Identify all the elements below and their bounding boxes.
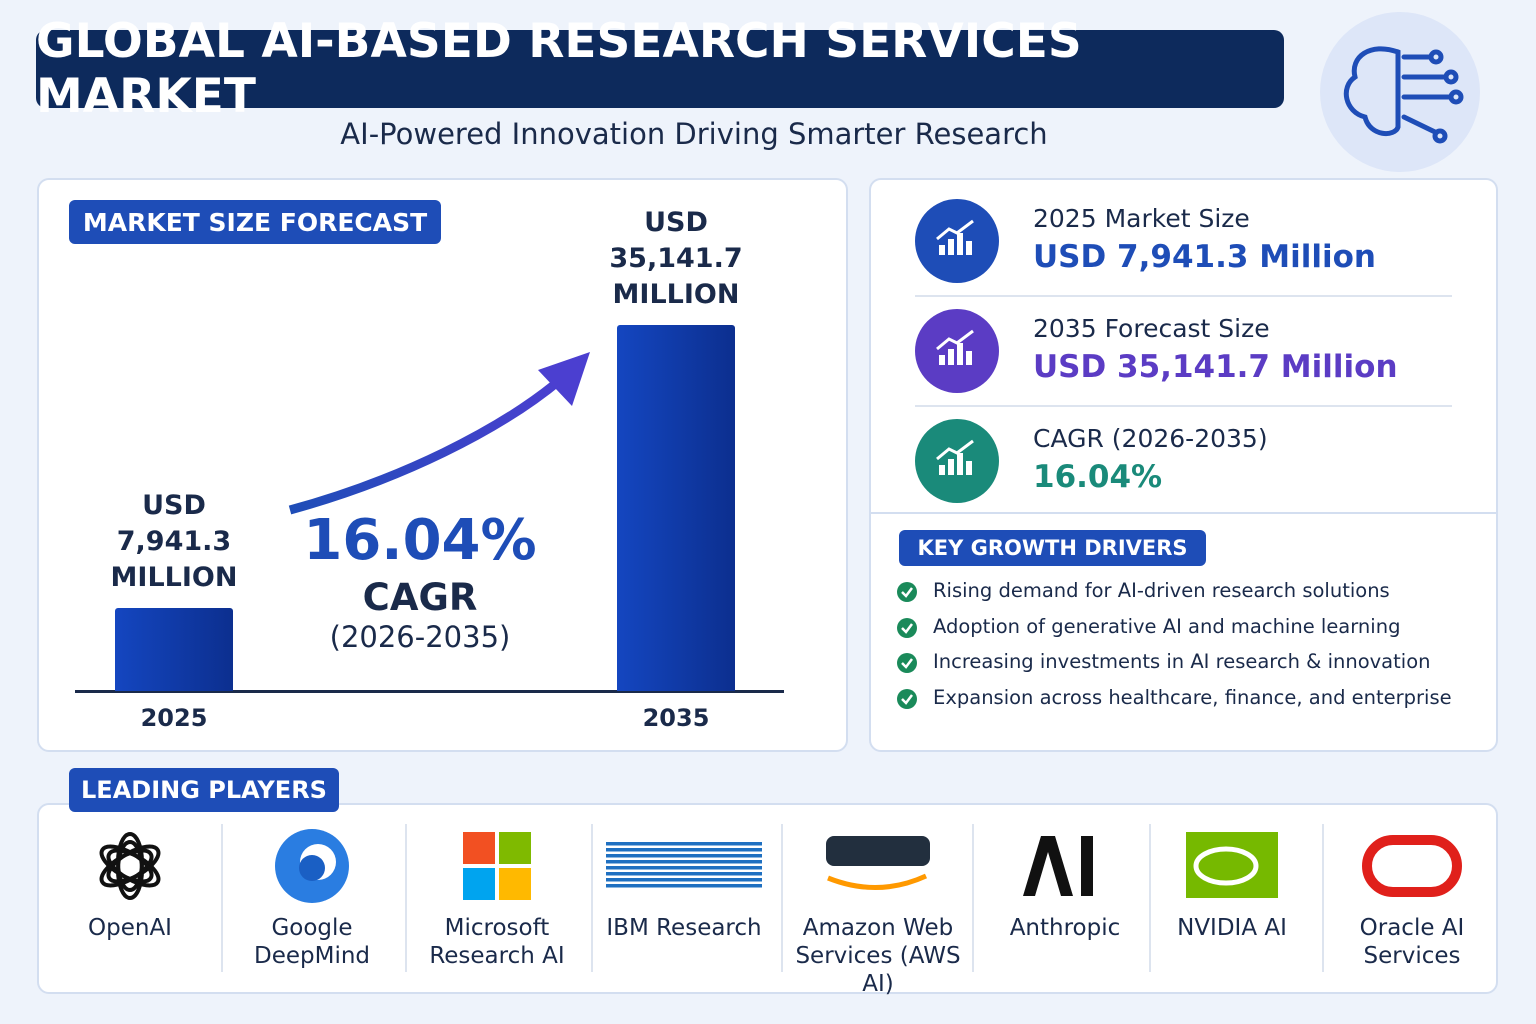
brain-icon: [1320, 12, 1480, 172]
cagr-label: CAGR: [362, 576, 478, 619]
column-separator: [1148, 824, 1151, 972]
cagr-period: (2026-2035): [329, 620, 511, 654]
kpi-value: 16.04%: [1033, 459, 1163, 495]
kpi-label: CAGR (2026-2035): [1033, 424, 1268, 453]
check-icon: [897, 617, 917, 638]
value-label: USD 35,141.7 MILLION: [609, 207, 743, 310]
driver-text: Adoption of generative AI and machine le…: [933, 614, 1401, 638]
column-separator: [404, 824, 407, 972]
cagr-value: 16.04%: [303, 508, 537, 573]
player-logo: [606, 826, 762, 906]
divider: [871, 512, 1496, 514]
driver-text: Increasing investments in AI research & …: [933, 650, 1431, 673]
column-separator: [590, 824, 593, 972]
player-logo: [272, 826, 352, 906]
kpi-icon: [915, 199, 999, 283]
kpi-value: USD 7,941.3 Million: [1033, 239, 1376, 275]
column-separator: [221, 824, 223, 972]
player-logo: [1023, 826, 1105, 906]
subtitle: AI-Powered Innovation Driving Smarter Re…: [340, 117, 1048, 151]
player-name: Amazon Web Services (AWS AI): [795, 915, 961, 997]
check-icon: [897, 582, 917, 602]
player-name: Google DeepMind: [253, 915, 371, 969]
column-separator: [781, 824, 783, 972]
check-icon: [897, 688, 917, 709]
section-badge: MARKET SIZE FORECAST: [69, 200, 441, 244]
kpi-label: 2035 Forecast Size: [1033, 314, 1270, 343]
value-label: USD 7,941.3 MILLION: [110, 490, 238, 594]
title-bar: GLOBAL AI-BASED RESEARCH SERVICES MARKET: [36, 14, 1284, 124]
baseline: [75, 690, 784, 693]
player-name: Oracle AI Services: [1359, 915, 1465, 969]
driver-text: Rising demand for AI-driven research sol…: [933, 579, 1390, 602]
player-name: IBM Research: [606, 915, 762, 941]
driver-text: Expansion across healthcare, finance, an…: [933, 685, 1452, 709]
player-logo: [826, 826, 930, 906]
bar: [115, 608, 233, 691]
kpi-value: USD 35,141.7 Million: [1033, 349, 1398, 385]
player-name: Microsoft Research AI: [429, 915, 565, 969]
player-name: OpenAI: [88, 915, 172, 941]
players-badge: LEADING PLAYERS: [69, 768, 339, 812]
kpi-label: 2025 Market Size: [1033, 204, 1250, 233]
kpi-icon: [915, 419, 999, 503]
title: GLOBAL AI-BASED RESEARCH SERVICES MARKET: [36, 14, 1082, 124]
drivers-badge: KEY GROWTH DRIVERS: [899, 530, 1206, 566]
x-tick-label: 2035: [642, 704, 710, 732]
growth-arrow: [288, 352, 590, 515]
x-tick-label: 2025: [140, 704, 208, 732]
bar: [617, 325, 735, 691]
kpi-icon: [915, 309, 999, 393]
player-logo: [457, 826, 537, 906]
player-logo: [1186, 826, 1278, 906]
player-name: Anthropic: [1009, 915, 1121, 941]
separator: [915, 295, 1452, 297]
check-icon: [897, 653, 917, 673]
column-separator: [1322, 824, 1324, 972]
player-logo: [90, 826, 170, 906]
player-name: NVIDIA AI: [1177, 915, 1287, 941]
column-separator: [971, 824, 974, 972]
separator: [915, 405, 1452, 407]
player-logo: [1362, 826, 1462, 906]
